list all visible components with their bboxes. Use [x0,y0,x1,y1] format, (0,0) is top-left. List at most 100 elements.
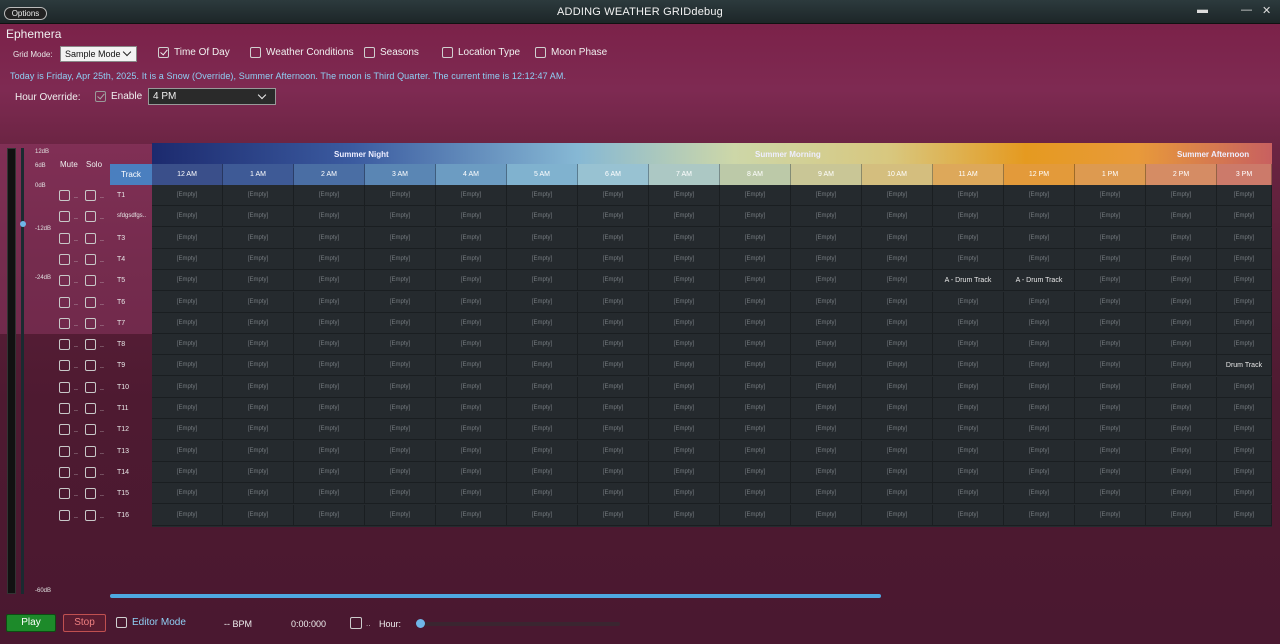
grid-cell[interactable]: [Empty] [1146,206,1217,228]
grid-cell[interactable]: [Empty] [223,270,294,292]
filter-weather-conditions[interactable]: Weather Conditions [250,47,354,58]
mute-checkbox[interactable] [59,488,70,500]
grid-cell[interactable]: [Empty] [294,334,365,356]
grid-cell[interactable]: [Empty] [649,206,720,228]
hour-override-select[interactable]: 4 PM [148,88,276,105]
grid-cell[interactable]: [Empty] [1004,206,1075,228]
grid-cell[interactable]: [Empty] [1217,291,1272,313]
grid-cell[interactable]: A - Drum Track [933,270,1004,292]
enable-checkbox[interactable] [95,91,106,102]
solo-checkbox[interactable] [85,381,96,393]
grid-cell[interactable]: [Empty] [791,483,862,505]
grid-cell[interactable]: [Empty] [649,334,720,356]
grid-cell[interactable]: [Empty] [1217,270,1272,292]
grid-cell[interactable]: [Empty] [152,291,223,313]
moon-phase-checkbox[interactable] [535,47,546,58]
grid-cell[interactable]: [Empty] [436,248,507,270]
grid-cell[interactable]: [Empty] [1075,185,1146,206]
grid-cell[interactable]: [Empty] [507,185,578,206]
grid-cell[interactable]: [Empty] [1075,376,1146,398]
grid-cell[interactable]: [Empty] [1217,185,1272,206]
grid-cell[interactable]: [Empty] [223,291,294,313]
grid-cell[interactable]: [Empty] [649,419,720,441]
play-button[interactable]: Play [6,614,56,632]
grid-cell[interactable]: [Empty] [933,334,1004,356]
grid-cell[interactable]: [Empty] [436,398,507,419]
grid-cell[interactable]: [Empty] [223,483,294,505]
grid-cell[interactable]: [Empty] [507,440,578,462]
grid-cell[interactable]: [Empty] [152,355,223,377]
grid-cell[interactable]: [Empty] [365,291,436,313]
grid-cell[interactable]: [Empty] [152,483,223,505]
mute-checkbox[interactable] [59,275,70,287]
grid-cell[interactable]: [Empty] [436,376,507,398]
grid-cell[interactable]: [Empty] [1217,440,1272,462]
grid-cell[interactable]: [Empty] [1004,312,1075,334]
mute-checkbox[interactable] [59,211,70,223]
grid-cell[interactable]: [Empty] [436,185,507,206]
track-name[interactable]: T15 [117,490,130,498]
grid-cell[interactable]: [Empty] [649,483,720,505]
track-name[interactable]: T9 [117,362,126,370]
grid-cell[interactable]: [Empty] [436,312,507,334]
grid-cell[interactable]: [Empty] [1217,248,1272,270]
location-type-checkbox[interactable] [442,47,453,58]
grid-cell[interactable]: [Empty] [933,504,1004,526]
grid-cell[interactable]: [Empty] [152,440,223,462]
options-button[interactable]: Options [4,7,47,20]
solo-checkbox[interactable] [85,488,96,500]
mute-checkbox[interactable] [59,253,70,265]
grid-cell[interactable]: [Empty] [223,398,294,419]
grid-cell[interactable]: [Empty] [507,376,578,398]
solo-checkbox[interactable] [85,466,96,478]
grid-cell[interactable]: [Empty] [933,461,1004,483]
grid-cell[interactable]: [Empty] [649,291,720,313]
grid-cell[interactable]: [Empty] [1004,461,1075,483]
grid-cell[interactable]: [Empty] [1217,206,1272,228]
solo-checkbox[interactable] [85,509,96,521]
grid-cell[interactable]: [Empty] [223,185,294,206]
stop-button[interactable]: Stop [63,614,106,632]
track-name[interactable]: T8 [117,341,126,349]
grid-cell[interactable]: [Empty] [1075,270,1146,292]
grid-cell[interactable]: [Empty] [294,419,365,441]
grid-cell[interactable]: [Empty] [791,504,862,526]
mute-checkbox[interactable] [59,232,70,244]
solo-checkbox[interactable] [85,211,96,223]
solo-checkbox[interactable] [85,296,96,308]
volume-slider-handle[interactable] [20,221,26,227]
grid-cell[interactable]: [Empty] [1146,291,1217,313]
grid-cell[interactable]: [Empty] [720,248,791,270]
grid-cell[interactable]: [Empty] [294,461,365,483]
grid-cell[interactable]: [Empty] [649,312,720,334]
grid-cell[interactable]: [Empty] [294,376,365,398]
track-name[interactable]: T14 [117,468,130,476]
grid-cell[interactable]: [Empty] [649,461,720,483]
grid-cell[interactable]: [Empty] [862,376,933,398]
track-name[interactable]: T12 [117,426,130,434]
grid-cell[interactable]: [Empty] [1146,440,1217,462]
grid-cell[interactable]: [Empty] [1146,355,1217,377]
grid-cell[interactable]: [Empty] [1075,461,1146,483]
grid-cell[interactable]: [Empty] [933,248,1004,270]
grid-cell[interactable]: [Empty] [365,504,436,526]
grid-cell[interactable]: [Empty] [152,248,223,270]
grid-cell[interactable]: [Empty] [294,291,365,313]
grid-cell[interactable]: [Empty] [1217,483,1272,505]
grid-cell[interactable]: [Empty] [578,419,649,441]
track-name[interactable]: T3 [117,234,126,242]
grid-cell[interactable]: [Empty] [436,206,507,228]
grid-cell[interactable]: [Empty] [365,398,436,419]
time-of-day-checkbox[interactable] [158,47,169,58]
grid-mode-select[interactable]: Sample Mode [60,46,137,62]
grid-cell[interactable]: [Empty] [720,376,791,398]
grid-cell[interactable]: [Empty] [720,185,791,206]
grid-cell[interactable]: [Empty] [152,227,223,249]
grid-cell[interactable]: [Empty] [791,461,862,483]
grid-cell[interactable]: [Empty] [720,504,791,526]
grid-cell[interactable]: [Empty] [862,248,933,270]
seasons-checkbox[interactable] [364,47,375,58]
grid-cell[interactable]: [Empty] [436,355,507,377]
mute-checkbox[interactable] [59,339,70,351]
grid-cell[interactable]: [Empty] [933,440,1004,462]
